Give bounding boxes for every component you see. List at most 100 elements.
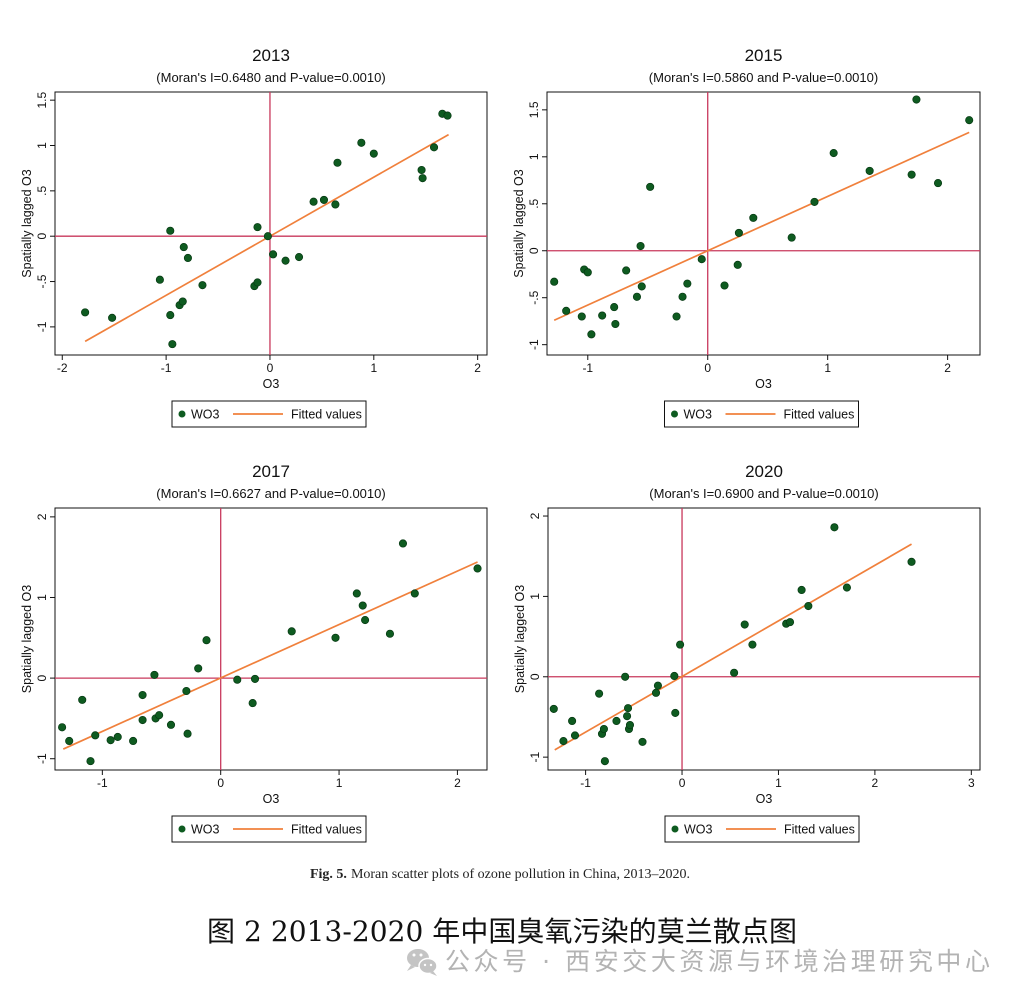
wo3-point (198, 281, 207, 290)
wo3-point (653, 681, 662, 690)
wo3-point (202, 636, 211, 645)
legend: WO3 Fitted values (664, 815, 860, 843)
wo3-point (623, 704, 633, 713)
wo3-point (621, 672, 630, 681)
plot-area (546, 91, 981, 356)
wo3-point (720, 281, 729, 290)
moran-plot-2017: 2017 (Moran's I=0.6627 and P-value=0.0010… (20, 462, 488, 843)
y-tick-label: 0 (527, 247, 541, 254)
wo3-point (740, 620, 749, 629)
wo3-point (253, 278, 262, 287)
wo3-point (748, 640, 757, 649)
wo3-point (568, 716, 577, 726)
plot-area (54, 507, 488, 771)
fitted-values-line (553, 131, 970, 322)
wo3-point (138, 690, 147, 700)
wo3-point (166, 720, 176, 729)
y-tick-label: .5 (35, 186, 49, 196)
wo3-point (676, 640, 685, 649)
fitted-values-line (62, 561, 478, 750)
legend-fitted-label: Fitted values (784, 823, 855, 837)
wo3-point (65, 736, 74, 746)
wo3-point (398, 539, 408, 548)
legend-fitted-label: Fitted values (291, 408, 362, 422)
wo3-point (670, 671, 679, 681)
legend-wo3-label: WO3 (684, 408, 713, 422)
wo3-point (636, 241, 645, 251)
wo3-point (113, 732, 122, 741)
x-axis-label: O3 (263, 377, 280, 391)
y-tick-label: 1 (527, 153, 541, 160)
moran-plot-2020: 2020(Moran's I=0.6900 and P-value=0.0010… (513, 462, 981, 843)
y-tick-label: -1 (35, 753, 49, 764)
wo3-point (562, 306, 571, 315)
wo3-point (168, 340, 177, 349)
wo3-point (733, 260, 742, 269)
plot-area (54, 91, 488, 356)
plot-subtitle: (Moran's I=0.6480 and P-value=0.0010) (156, 70, 385, 85)
wo3-point (138, 715, 147, 725)
wo3-point (610, 303, 619, 312)
plot-subtitle: (Moran's I=0.5860 and P-value=0.0010) (649, 70, 878, 85)
wo3-point (385, 629, 394, 638)
wo3-point (598, 311, 607, 320)
wo3-point (155, 275, 164, 284)
moran-plot-2013: 2013 (Moran's I=0.6480 and P-value=0.0010… (20, 46, 488, 428)
x-tick-label: 0 (217, 776, 224, 790)
x-tick-label: 1 (824, 361, 831, 375)
wo3-point (106, 736, 115, 745)
figure-label: Fig. 5. (310, 867, 347, 882)
wo3-point (58, 723, 67, 732)
wo3-point (612, 716, 621, 726)
wo3-point (182, 686, 191, 696)
wo3-point (357, 138, 366, 147)
wo3-point (865, 166, 874, 175)
y-tick-label: -1 (527, 339, 541, 350)
wo3-point (730, 668, 739, 677)
legend-wo3-label: WO3 (684, 823, 713, 837)
x-tick-label: -1 (97, 776, 108, 790)
wo3-point (611, 319, 620, 329)
wo3-point (287, 627, 296, 636)
plot-subtitle: (Moran's I=0.6900 and P-value=0.0010) (649, 486, 878, 501)
legend: WO3 Fitted values (664, 400, 859, 428)
wo3-point (842, 583, 851, 592)
y-axis-label: Spatially lagged O3 (20, 585, 34, 693)
wo3-point (570, 731, 580, 740)
x-tick-label: 0 (704, 361, 711, 375)
legend-wo3-marker (671, 825, 679, 833)
wo3-point (331, 200, 340, 209)
wo3-point (81, 308, 90, 317)
x-tick-label: 0 (267, 361, 274, 375)
legend-wo3-label: WO3 (191, 408, 220, 422)
wo3-point (678, 292, 687, 301)
x-tick-label: 3 (968, 776, 975, 790)
figure-caption: Fig. 5. Moran scatter plots of ozone poll… (310, 867, 690, 882)
x-tick-label: 2 (944, 361, 951, 375)
x-tick-label: -1 (582, 361, 593, 375)
y-axis-label: Spatially lagged O3 (512, 169, 526, 277)
wo3-point (369, 149, 378, 158)
y-tick-label: 1 (35, 594, 49, 601)
wo3-point (595, 689, 604, 698)
plot-area (547, 507, 981, 771)
wo3-point (672, 312, 681, 321)
wo3-point (233, 675, 242, 684)
wo3-point (194, 664, 203, 673)
wo3-point (91, 731, 100, 740)
wo3-point (281, 256, 290, 265)
x-tick-label: -1 (580, 776, 591, 790)
figure-caption-text: Moran scatter plots of ozone pollution i… (351, 867, 690, 882)
y-tick-label: .5 (527, 198, 541, 208)
wo3-point (810, 197, 819, 206)
wo3-point (549, 704, 558, 713)
plot-title: 2013 (252, 46, 290, 65)
y-tick-label: -1 (35, 321, 49, 332)
wo3-point (248, 699, 257, 708)
wo3-point (734, 228, 743, 237)
wo3-point (599, 724, 608, 734)
wo3-point (361, 616, 370, 625)
wo3-point (129, 736, 138, 746)
fitted-values-line (554, 543, 912, 751)
x-axis-label: O3 (755, 377, 772, 391)
